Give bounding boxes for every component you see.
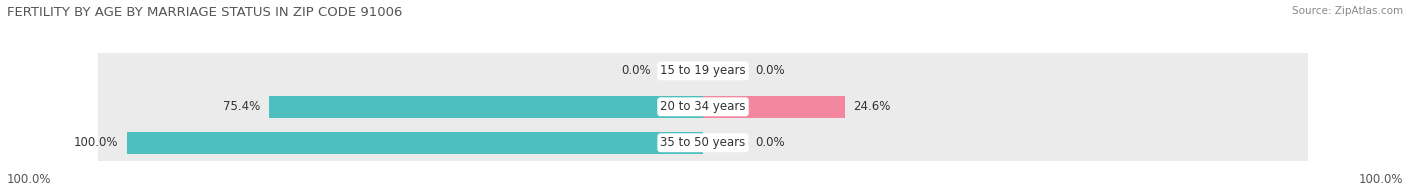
- Bar: [98, 89, 1308, 125]
- Text: 20 to 34 years: 20 to 34 years: [661, 100, 745, 113]
- Legend: Married, Unmarried: Married, Unmarried: [623, 192, 783, 196]
- Text: FERTILITY BY AGE BY MARRIAGE STATUS IN ZIP CODE 91006: FERTILITY BY AGE BY MARRIAGE STATUS IN Z…: [7, 6, 402, 19]
- Text: 100.0%: 100.0%: [1358, 173, 1403, 186]
- Bar: [98, 53, 1308, 89]
- Bar: [127, 132, 703, 153]
- Text: 75.4%: 75.4%: [224, 100, 260, 113]
- Text: 0.0%: 0.0%: [755, 64, 785, 77]
- Bar: [703, 96, 845, 118]
- Text: 0.0%: 0.0%: [621, 64, 651, 77]
- Text: 100.0%: 100.0%: [7, 173, 52, 186]
- Text: 24.6%: 24.6%: [853, 100, 890, 113]
- Text: 100.0%: 100.0%: [75, 136, 118, 149]
- Text: 15 to 19 years: 15 to 19 years: [661, 64, 745, 77]
- Bar: [269, 96, 703, 118]
- Text: 0.0%: 0.0%: [755, 136, 785, 149]
- Text: 35 to 50 years: 35 to 50 years: [661, 136, 745, 149]
- Text: Source: ZipAtlas.com: Source: ZipAtlas.com: [1292, 6, 1403, 16]
- Bar: [98, 125, 1308, 161]
